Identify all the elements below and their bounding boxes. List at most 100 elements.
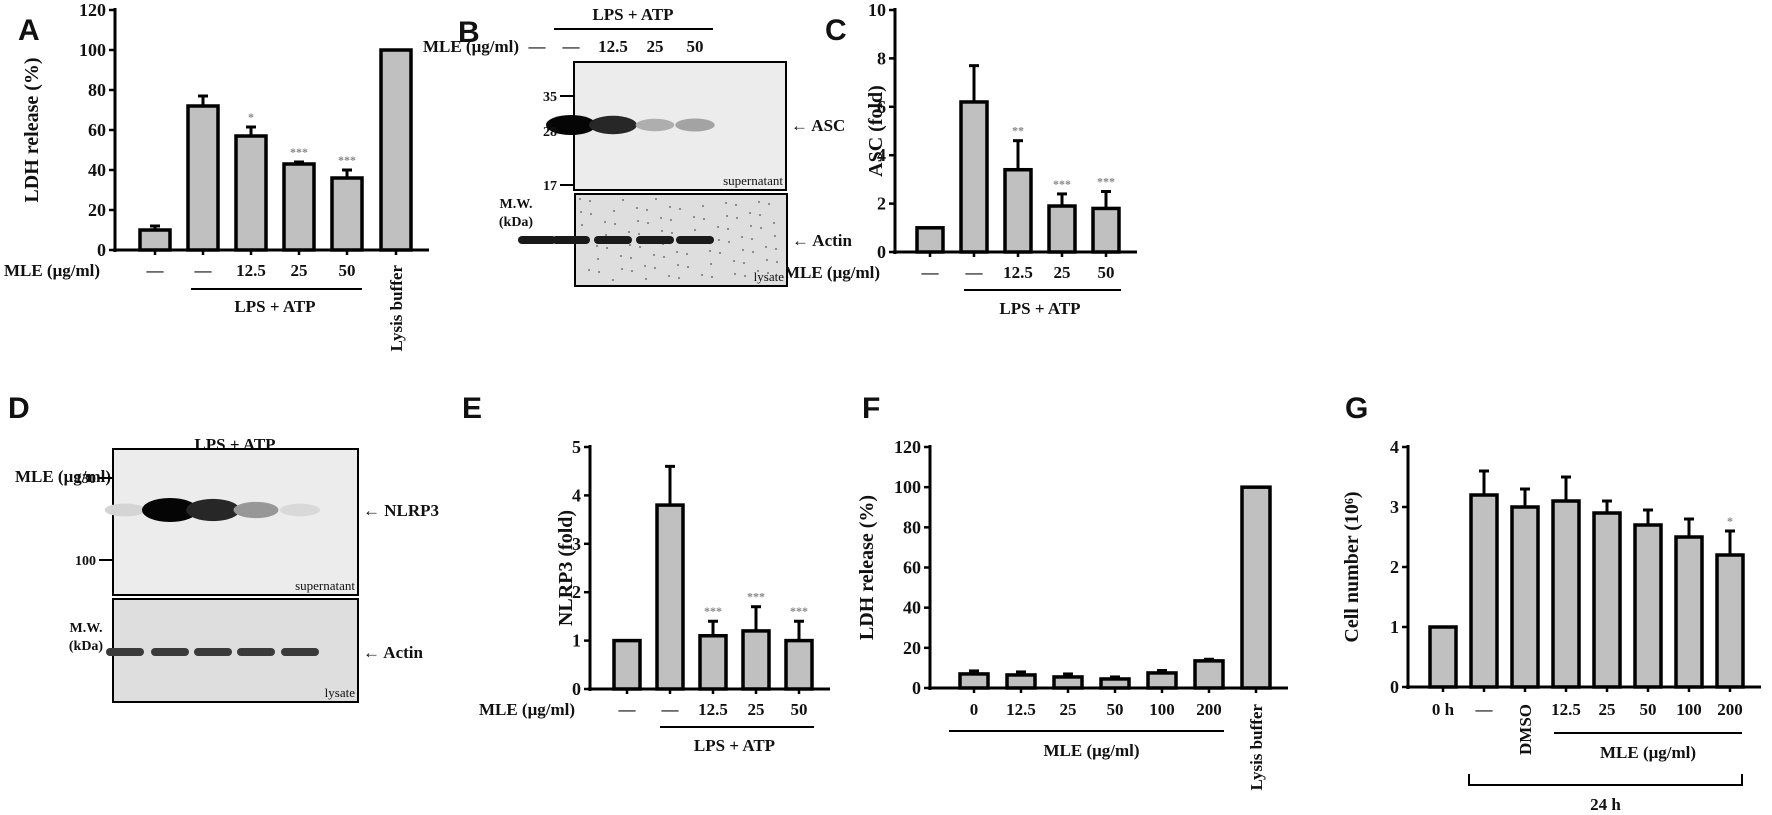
loading-blot <box>112 598 359 703</box>
bar <box>698 634 728 691</box>
x-tick-label: 12.5 <box>1003 263 1033 282</box>
lane-label: — <box>562 37 581 56</box>
blot-speckle <box>588 269 590 271</box>
blot-speckle <box>768 203 770 205</box>
significance-mark: *** <box>790 604 808 618</box>
x-tick-label: 50 <box>1640 700 1657 719</box>
protein-band <box>635 118 675 132</box>
lane-label: 25 <box>647 37 664 56</box>
panel-label-f: F <box>862 392 880 425</box>
blot-speckle <box>631 270 633 272</box>
blot-speckle <box>744 275 746 277</box>
y-tick-label: 80 <box>903 517 921 537</box>
blot-speckle <box>725 202 727 204</box>
bar <box>1193 659 1225 690</box>
blot-speckle <box>687 266 689 268</box>
y-tick-label: 60 <box>903 558 921 578</box>
mw-label: M.W. <box>500 197 533 212</box>
y-tick-label: 5 <box>572 437 581 457</box>
blot-speckle <box>655 198 657 200</box>
blot-speckle <box>749 212 751 214</box>
x-tick-label: 50 <box>791 700 808 719</box>
x-tick-label: 25 <box>1054 263 1071 282</box>
blot-speckle <box>628 231 630 233</box>
y-tick-label: 0 <box>97 240 106 260</box>
actin-band <box>106 648 144 656</box>
y-tick-label: 20 <box>903 638 921 658</box>
blot-speckle <box>606 247 608 249</box>
significance-mark: ** <box>1012 124 1024 138</box>
x-tick-label: 200 <box>1196 700 1222 719</box>
lane-label: — <box>528 37 547 56</box>
row-label: MLE (μg/ml) <box>423 37 519 56</box>
y-tick-label: 6 <box>877 97 886 117</box>
mw-unit: (kDa) <box>69 639 104 654</box>
mw-marker-label: 35 <box>543 90 557 105</box>
blot-speckle <box>743 262 745 264</box>
bar <box>234 134 268 252</box>
bar <box>330 176 364 252</box>
y-tick-label: 80 <box>88 80 106 100</box>
actin-band <box>636 236 674 244</box>
blot-source-label: supernatant <box>723 173 783 188</box>
x-tick-label: 12.5 <box>698 700 728 719</box>
y-tick-label: 40 <box>88 160 106 180</box>
x-tick-label: — <box>661 700 680 719</box>
blot-source-label: lysate <box>325 685 356 700</box>
x-tick-label: — <box>1475 700 1494 719</box>
y-tick-label: 0 <box>1390 677 1399 697</box>
y-tick-label: 0 <box>912 678 921 698</box>
x-tick-label: 25 <box>1060 700 1077 719</box>
blot-speckle <box>774 235 776 237</box>
y-tick-label: 2 <box>572 582 581 602</box>
actin-band <box>594 236 632 244</box>
x-tick-label: 25 <box>1599 700 1616 719</box>
bar <box>915 226 945 254</box>
y-axis-label: LDH release (%) <box>21 57 43 202</box>
protein-band <box>279 503 321 517</box>
bar <box>958 672 990 690</box>
blot-speckle <box>678 277 680 279</box>
blot-speckle <box>752 251 754 253</box>
bar <box>741 629 771 691</box>
significance-mark: *** <box>1053 177 1071 191</box>
significance-mark: *** <box>290 145 308 159</box>
blot-speckle <box>702 205 704 207</box>
y-tick-label: 10 <box>868 0 886 20</box>
blot-speckle <box>621 268 623 270</box>
blot-speckle <box>717 226 719 228</box>
panel-label-a: A <box>18 14 40 47</box>
blot-speckle <box>710 263 712 265</box>
bar-chart-g: 0 1 2 3 4 Cell number (10⁶) * 0 h — DMSO 12.5 25 50 1… <box>1341 437 1761 814</box>
blot-speckle <box>613 210 615 212</box>
blot-speckle <box>646 209 648 211</box>
x-tick-label: 50 <box>1098 263 1115 282</box>
y-tick-label: 100 <box>894 477 921 497</box>
blot-speckle <box>671 232 673 234</box>
x-tick-label: — <box>146 261 165 280</box>
panel-label-e: E <box>462 392 482 425</box>
bar <box>1099 677 1131 690</box>
blot-speckle <box>709 250 711 252</box>
x-tick-label: 50 <box>339 261 356 280</box>
blot-speckle <box>647 222 649 224</box>
blot-speckle <box>758 201 760 203</box>
loading-arrow-label: ← Actin <box>363 643 424 662</box>
bar <box>1005 673 1037 690</box>
bar-chart-f: 0 20 40 60 80 100 120 LDH release (%) 0 12.5 25 50 1… <box>856 437 1288 790</box>
y-tick-label: 3 <box>1390 497 1399 517</box>
blot-speckle <box>590 213 592 215</box>
protein-band <box>546 115 596 135</box>
actin-band <box>194 648 232 656</box>
panel-label-g: G <box>1345 392 1368 425</box>
bar <box>1510 505 1540 689</box>
bar-chart-e: 0 1 2 3 4 5 NLRP3 (fold) *** *** *** MLE (μg/ml) — —… <box>479 437 830 755</box>
blot-speckle <box>663 256 665 258</box>
blot-speckle <box>694 229 696 231</box>
bar <box>959 100 989 254</box>
